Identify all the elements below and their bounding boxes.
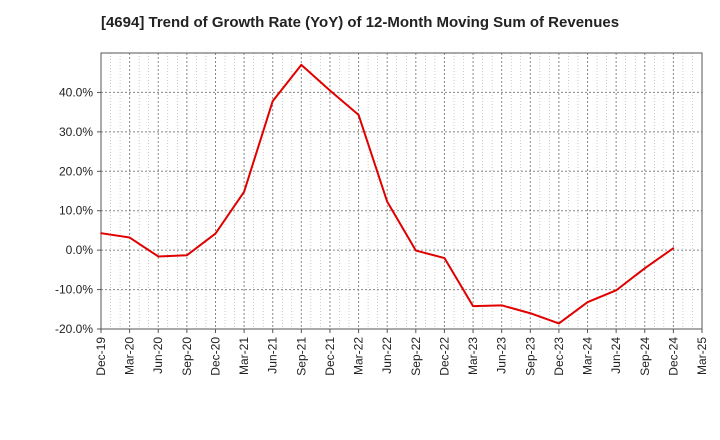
x-tick-label: Dec-22 — [437, 337, 451, 376]
data-point — [443, 257, 446, 259]
y-tick-label: -20.0% — [55, 322, 93, 336]
x-tick-label: Jun-20 — [151, 337, 165, 374]
x-tick-label: Jun-21 — [266, 337, 280, 374]
data-point — [643, 267, 646, 270]
data-point — [386, 200, 388, 203]
y-tick-label: -10.0% — [55, 283, 93, 297]
data-point — [415, 249, 417, 252]
x-tick-label: Mar-22 — [352, 337, 366, 375]
y-tick-label: 40.0% — [59, 85, 93, 99]
y-tick-label: 20.0% — [59, 164, 93, 178]
data-point — [472, 305, 474, 307]
y-tick-label: 0.0% — [66, 243, 94, 257]
x-tick-label: Sep-24 — [638, 337, 652, 376]
x-tick-label: Dec-23 — [552, 337, 566, 376]
data-point — [157, 255, 160, 258]
x-tick-label: Sep-23 — [523, 337, 537, 376]
x-tick-label: Sep-22 — [409, 337, 423, 376]
chart-title: [4694] Trend of Growth Rate (YoY) of 12-… — [100, 14, 620, 31]
data-point — [214, 232, 217, 235]
data-point — [529, 312, 532, 315]
data-point — [300, 64, 303, 66]
plot-frame — [100, 52, 703, 330]
x-tick-label: Mar-20 — [123, 337, 137, 375]
data-point — [243, 190, 245, 193]
data-point — [615, 289, 617, 292]
data-point — [672, 247, 675, 249]
data-point — [329, 89, 331, 92]
data-point — [100, 232, 102, 234]
data-point — [558, 322, 560, 325]
data-point — [586, 301, 589, 303]
x-tick-label: Mar-23 — [466, 337, 480, 375]
x-tick-label: Sep-20 — [180, 337, 194, 376]
x-tick-label: Mar-24 — [581, 337, 595, 375]
plot-area — [101, 53, 702, 329]
data-point — [271, 100, 274, 102]
x-tick-label: Dec-20 — [208, 337, 222, 376]
y-tick-label: 30.0% — [59, 125, 93, 139]
x-tick-label: Dec-21 — [323, 337, 337, 376]
x-tick-label: Mar-21 — [237, 337, 251, 375]
x-tick-label: Jun-23 — [495, 337, 509, 374]
x-tick-label: Dec-24 — [666, 337, 680, 376]
data-point — [186, 254, 188, 257]
data-point — [128, 236, 131, 239]
x-tick-label: Mar-25 — [695, 337, 709, 375]
x-tick-label: Sep-21 — [294, 337, 308, 376]
data-point — [357, 114, 360, 116]
data-point — [500, 304, 503, 307]
x-tick-label: Dec-19 — [94, 337, 108, 376]
x-tick-label: Jun-22 — [380, 337, 394, 374]
y-tick-label: 10.0% — [59, 204, 93, 218]
x-tick-label: Jun-24 — [609, 337, 623, 374]
